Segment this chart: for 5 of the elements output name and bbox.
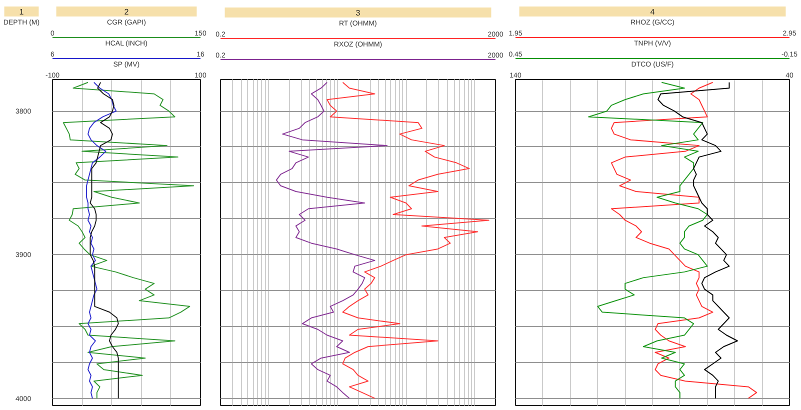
chart-title: 4 xyxy=(650,8,656,16)
chart-title: 3 xyxy=(356,8,361,18)
chart-title: 2 xyxy=(124,8,130,16)
text: 1 xyxy=(19,8,24,16)
line-series xyxy=(62,82,194,399)
